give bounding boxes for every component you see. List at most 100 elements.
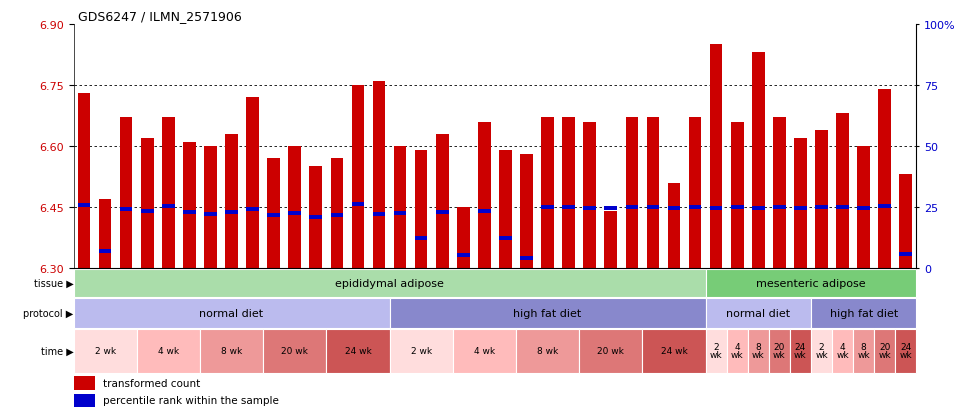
Bar (900, 175, 912, 268)
Text: 8
wk: 8 wk (752, 343, 764, 359)
FancyBboxPatch shape (390, 329, 453, 373)
Text: high fat diet: high fat diet (514, 308, 582, 318)
FancyBboxPatch shape (263, 329, 326, 373)
Bar (667, 183, 680, 268)
Bar (583, 207, 596, 211)
Bar (394, 147, 407, 268)
Bar (74, 376, 94, 389)
Bar (731, 122, 744, 268)
FancyBboxPatch shape (200, 329, 263, 373)
Bar (162, 205, 174, 209)
Text: 2 wk: 2 wk (94, 347, 116, 356)
FancyBboxPatch shape (811, 329, 832, 373)
FancyBboxPatch shape (811, 298, 916, 328)
FancyBboxPatch shape (579, 329, 643, 373)
Bar (268, 159, 280, 268)
Bar (541, 206, 554, 209)
Bar (77, 94, 90, 268)
Bar (183, 211, 196, 215)
Bar (77, 203, 90, 207)
Bar (710, 45, 722, 268)
Bar (520, 155, 533, 268)
Text: normal diet: normal diet (200, 308, 264, 318)
Text: 8
wk: 8 wk (858, 343, 870, 359)
Bar (457, 253, 469, 257)
Text: 8 wk: 8 wk (220, 347, 242, 356)
FancyBboxPatch shape (516, 329, 579, 373)
Text: 4 wk: 4 wk (158, 347, 179, 356)
FancyBboxPatch shape (74, 329, 136, 373)
Bar (246, 208, 259, 211)
Bar (773, 206, 786, 209)
FancyBboxPatch shape (453, 329, 516, 373)
Text: time ▶: time ▶ (41, 346, 74, 356)
Bar (878, 90, 891, 268)
Bar (499, 236, 512, 240)
Bar (330, 159, 343, 268)
Bar (204, 147, 217, 268)
Bar (246, 98, 259, 268)
Text: 2
wk: 2 wk (815, 343, 828, 359)
FancyBboxPatch shape (74, 298, 390, 328)
FancyBboxPatch shape (706, 298, 811, 328)
Bar (625, 206, 638, 209)
Text: tissue ▶: tissue ▶ (33, 278, 74, 288)
Bar (268, 214, 280, 218)
Bar (99, 250, 112, 254)
Text: 2 wk: 2 wk (411, 347, 432, 356)
Bar (836, 206, 849, 209)
Text: high fat diet: high fat diet (829, 308, 898, 318)
Bar (625, 118, 638, 268)
Bar (141, 138, 154, 268)
Bar (731, 206, 744, 209)
Bar (520, 256, 533, 260)
Bar (415, 236, 427, 240)
Bar (204, 213, 217, 217)
Bar (900, 252, 912, 256)
Text: epididymal adipose: epididymal adipose (335, 278, 444, 288)
Bar (858, 147, 870, 268)
Bar (120, 118, 132, 268)
Bar (74, 394, 94, 407)
Bar (225, 135, 238, 268)
Text: transformed count: transformed count (103, 378, 200, 388)
Bar (773, 118, 786, 268)
Text: 8 wk: 8 wk (537, 347, 559, 356)
FancyBboxPatch shape (832, 329, 854, 373)
Bar (752, 206, 764, 210)
Bar (288, 211, 301, 216)
Bar (478, 209, 491, 214)
Bar (647, 206, 660, 209)
Text: 2
wk: 2 wk (710, 343, 722, 359)
Bar (330, 214, 343, 218)
Text: GDS6247 / ILMN_2571906: GDS6247 / ILMN_2571906 (78, 10, 242, 23)
Bar (605, 211, 617, 268)
Text: 24 wk: 24 wk (661, 347, 687, 356)
Bar (794, 206, 807, 210)
FancyBboxPatch shape (74, 269, 706, 297)
Bar (815, 131, 828, 268)
Bar (563, 206, 575, 209)
Bar (120, 207, 132, 211)
Text: 4
wk: 4 wk (836, 343, 849, 359)
Bar (394, 211, 407, 216)
FancyBboxPatch shape (136, 329, 200, 373)
Bar (647, 118, 660, 268)
Bar (352, 86, 365, 268)
Text: 4 wk: 4 wk (473, 347, 495, 356)
Bar (99, 199, 112, 268)
Bar (605, 206, 617, 210)
Bar (836, 114, 849, 268)
Text: 20
wk: 20 wk (773, 343, 786, 359)
Bar (752, 53, 764, 268)
Text: 20
wk: 20 wk (878, 343, 891, 359)
Bar (689, 206, 702, 209)
Bar (794, 138, 807, 268)
Bar (162, 118, 174, 268)
Bar (541, 118, 554, 268)
Bar (499, 151, 512, 268)
Text: 24
wk: 24 wk (794, 343, 807, 359)
Text: protocol ▶: protocol ▶ (24, 308, 74, 318)
Bar (310, 167, 322, 268)
Text: 24 wk: 24 wk (345, 347, 371, 356)
